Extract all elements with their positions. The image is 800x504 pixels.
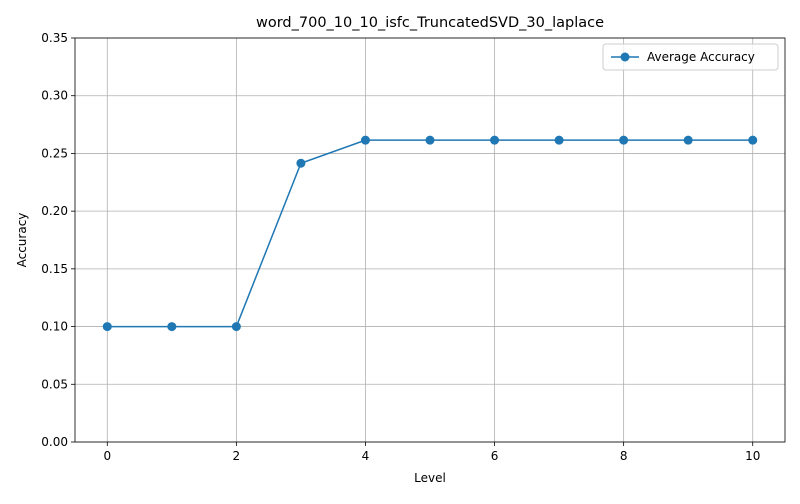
data-point xyxy=(231,322,241,332)
legend-label: Average Accuracy xyxy=(647,50,755,64)
data-point xyxy=(360,135,370,145)
y-tick-label: 0.35 xyxy=(41,31,68,45)
data-point xyxy=(167,322,177,332)
y-tick-label: 0.30 xyxy=(41,89,68,103)
plot-frame xyxy=(74,37,786,443)
chart-title: word_700_10_10_isfc_TruncatedSVD_30_lapl… xyxy=(256,15,604,31)
y-tick-label: 0.20 xyxy=(41,204,68,218)
axes xyxy=(74,37,786,443)
data-point xyxy=(296,158,306,168)
data-point xyxy=(102,322,112,332)
data-point xyxy=(554,135,564,145)
legend-box xyxy=(602,43,779,71)
data-point xyxy=(683,135,693,145)
legend-marker xyxy=(620,52,630,62)
x-tick-label: 2 xyxy=(233,449,241,463)
y-tick-label: 0.25 xyxy=(41,146,68,160)
data-point xyxy=(619,135,629,145)
data-point xyxy=(748,135,758,145)
y-axis-label: Accuracy xyxy=(15,213,29,268)
ticks: 0 2 4 6 8 10 0.00 0.05 0.10 0.15 0.20 0.25 0.30 0.35 xyxy=(41,31,760,463)
x-tick-label: 6 xyxy=(491,449,499,463)
x-tick-label: 0 xyxy=(103,449,111,463)
x-tick-label: 10 xyxy=(745,449,760,463)
x-tick-label: 8 xyxy=(620,449,628,463)
y-tick-label: 0.05 xyxy=(41,377,68,391)
x-axis-label: Level xyxy=(414,471,446,485)
y-tick-label: 0.10 xyxy=(41,320,68,334)
series-line xyxy=(107,139,753,328)
data-point xyxy=(490,135,500,145)
x-tick-label: 4 xyxy=(362,449,370,463)
legend: Average Accuracy xyxy=(602,43,779,71)
grid xyxy=(75,37,785,443)
series-layer xyxy=(102,135,758,332)
y-tick-label: 0.00 xyxy=(41,435,68,449)
data-point xyxy=(425,135,435,145)
y-tick-label: 0.15 xyxy=(41,262,68,276)
